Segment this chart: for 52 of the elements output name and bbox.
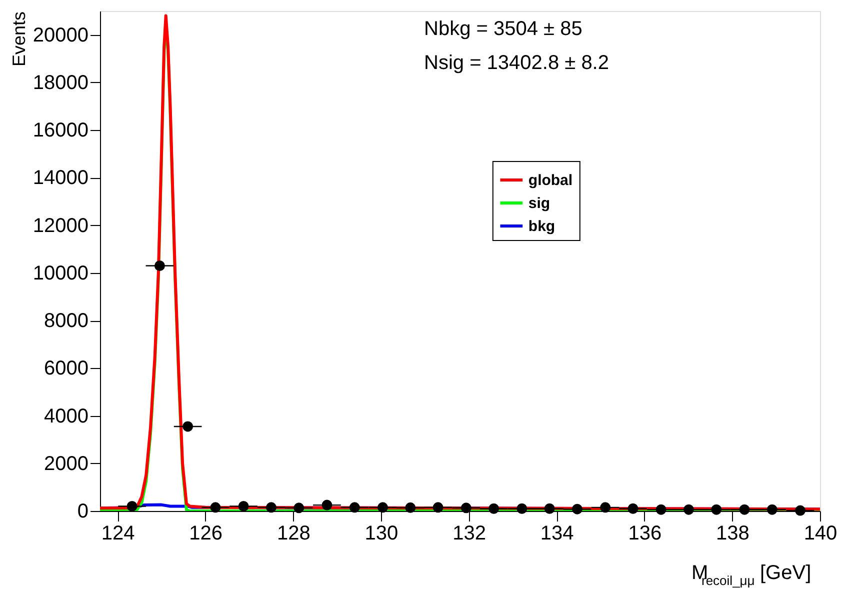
point — [711, 504, 722, 515]
legend-label: global — [528, 172, 573, 189]
point — [628, 503, 638, 514]
point — [432, 502, 444, 513]
y-axis-title: Events — [8, 12, 29, 67]
point — [739, 504, 750, 515]
annotation: Nbkg = 3504 ± 85 — [424, 18, 582, 40]
point — [266, 502, 276, 513]
x-tick-label: 134 — [540, 522, 574, 544]
point — [572, 504, 582, 514]
y-tick-label: 14000 — [32, 167, 88, 190]
point — [294, 502, 304, 514]
annotation: Nsig = 13402.8 ± 8.2 — [424, 52, 609, 74]
y-tick-label: 2000 — [44, 452, 88, 475]
point — [600, 502, 611, 513]
y-tick-label: 16000 — [32, 120, 88, 142]
point — [544, 503, 555, 514]
point — [405, 502, 416, 513]
x-tick-label: 140 — [804, 522, 838, 544]
point — [795, 505, 806, 516]
y-tick-label: 12000 — [32, 214, 88, 237]
point — [460, 502, 472, 514]
point — [238, 501, 249, 512]
y-tick-label: 8000 — [44, 310, 88, 332]
x-tick-label: 132 — [452, 522, 486, 544]
point — [766, 504, 778, 515]
x-tick-label: 136 — [628, 522, 662, 544]
x-tick-label: 128 — [276, 522, 310, 544]
point — [154, 260, 165, 271]
point — [683, 504, 694, 515]
point — [210, 502, 221, 513]
y-tick-label: 20000 — [32, 24, 88, 46]
x-tick-label: 126 — [189, 522, 223, 544]
point — [126, 501, 138, 512]
point — [377, 502, 388, 513]
point — [656, 504, 666, 515]
y-tick-label: 0 — [77, 500, 88, 522]
point — [322, 500, 332, 510]
y-tick-label: 4000 — [44, 405, 88, 428]
point — [488, 503, 500, 514]
point — [516, 503, 528, 514]
y-tick-label: 10000 — [32, 262, 88, 284]
y-tick-label: 18000 — [32, 72, 88, 94]
point — [349, 502, 360, 513]
x-tick-label: 124 — [101, 522, 135, 544]
x-tick-label: 138 — [716, 522, 750, 544]
x-axis-title: Mrecoil_μμ [GeV] — [692, 562, 812, 588]
x-tick-label: 130 — [364, 522, 398, 544]
y-tick-label: 6000 — [44, 358, 88, 380]
legend-label: sig — [528, 195, 550, 212]
point — [182, 421, 194, 432]
legend-label: bkg — [528, 218, 556, 235]
